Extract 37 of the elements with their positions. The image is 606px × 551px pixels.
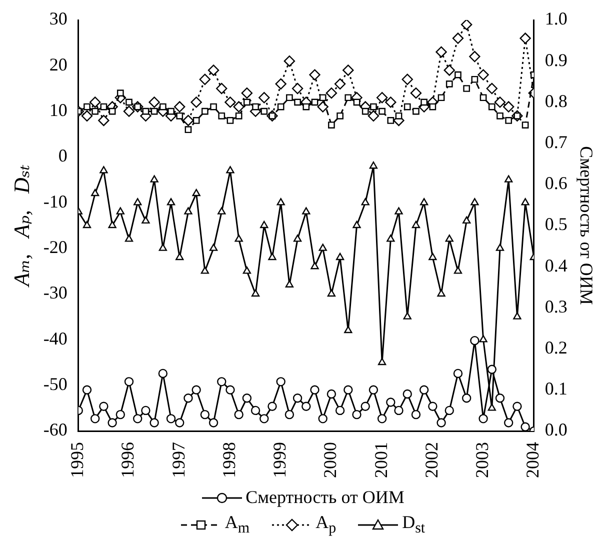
legend-label: Смертность от ОИМ [246,487,404,508]
y2-tick-label: 0.1 [544,378,568,399]
x-tick-label: 2000 [320,442,340,478]
y-tick-label: -10 [43,191,68,212]
y-tick-label: -30 [43,282,68,303]
x-tick-label: 1999 [270,442,290,478]
x-tick-label: 1996 [118,442,138,478]
y2-tick-label: 0.3 [544,296,568,316]
y-tick-label: -60 [43,420,68,440]
x-tick-label: 2003 [472,442,492,478]
y2-tick-label: 0.0 [544,420,568,440]
y-tick-label: -40 [43,328,68,348]
y-tick-label: -50 [43,374,68,394]
y-axis-title: Aₘ, Aₚ, Dₛₜ [8,164,34,288]
x-tick-label: 1998 [218,442,239,478]
y-tick-label: -20 [43,237,68,258]
y2-tick-label: 0.8 [544,90,568,111]
legend-label: D$_{st}$ [402,512,426,538]
x-tick-label: 1997 [168,442,188,478]
x-tick-label: 2002 [421,442,442,478]
legend-label: A$_{p}$ [316,512,336,538]
y2-tick-label: 0.7 [544,132,568,152]
y2-tick-label: 0.5 [544,214,568,234]
y-tick-label: 20 [49,54,68,74]
y2-tick-label: 0.6 [544,173,568,194]
x-tick-label: 2001 [370,442,391,478]
y-tick-label: 10 [49,100,68,120]
y2-tick-label: 0.4 [544,255,568,276]
legend-label: A$_{m}$ [224,512,250,538]
y2-tick-label: 0.2 [544,338,568,358]
y2-axis-title: Смертность от ОИМ [576,146,596,305]
y2-tick-label: 1.0 [544,8,568,29]
y2-tick-label: 0.9 [544,50,568,70]
y-tick-label: 30 [49,8,68,29]
x-tick-label: 1995 [67,442,88,478]
x-tick-label: 2004 [522,442,543,478]
y-tick-label: 0 [58,146,68,166]
